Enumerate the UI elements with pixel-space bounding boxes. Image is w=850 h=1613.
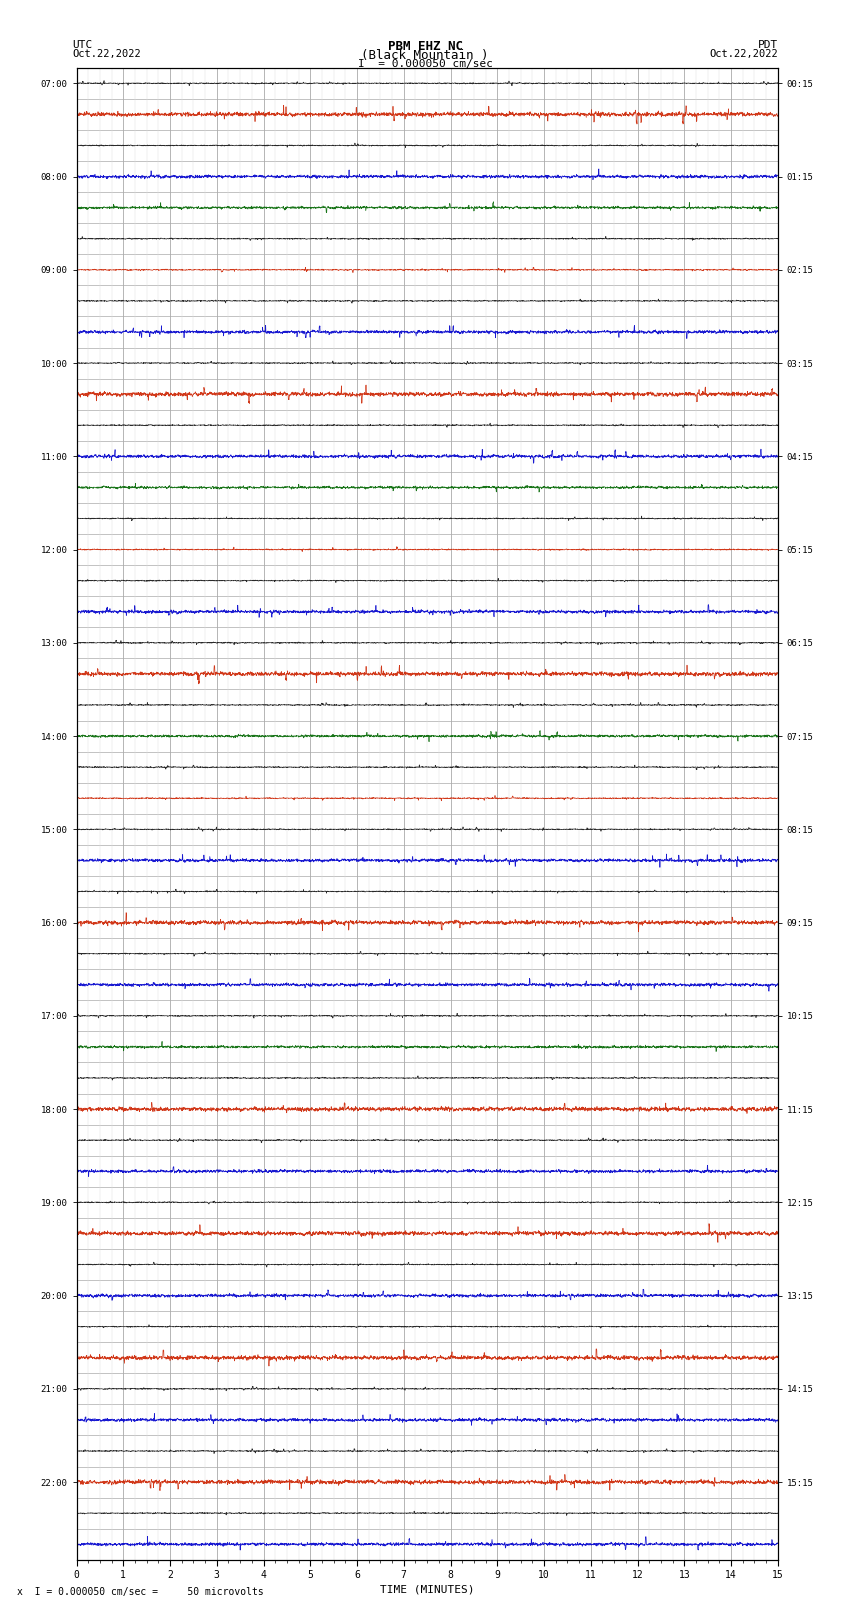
Text: Oct.22,2022: Oct.22,2022 xyxy=(709,50,778,60)
X-axis label: TIME (MINUTES): TIME (MINUTES) xyxy=(380,1584,474,1594)
Text: I  = 0.000050 cm/sec: I = 0.000050 cm/sec xyxy=(358,58,492,69)
Text: UTC: UTC xyxy=(72,39,93,50)
Text: (Black Mountain ): (Black Mountain ) xyxy=(361,50,489,63)
Text: x  I = 0.000050 cm/sec =     50 microvolts: x I = 0.000050 cm/sec = 50 microvolts xyxy=(17,1587,264,1597)
Text: PDT: PDT xyxy=(757,39,778,50)
Text: Oct.22,2022: Oct.22,2022 xyxy=(72,50,141,60)
Text: PBM EHZ NC: PBM EHZ NC xyxy=(388,39,462,53)
